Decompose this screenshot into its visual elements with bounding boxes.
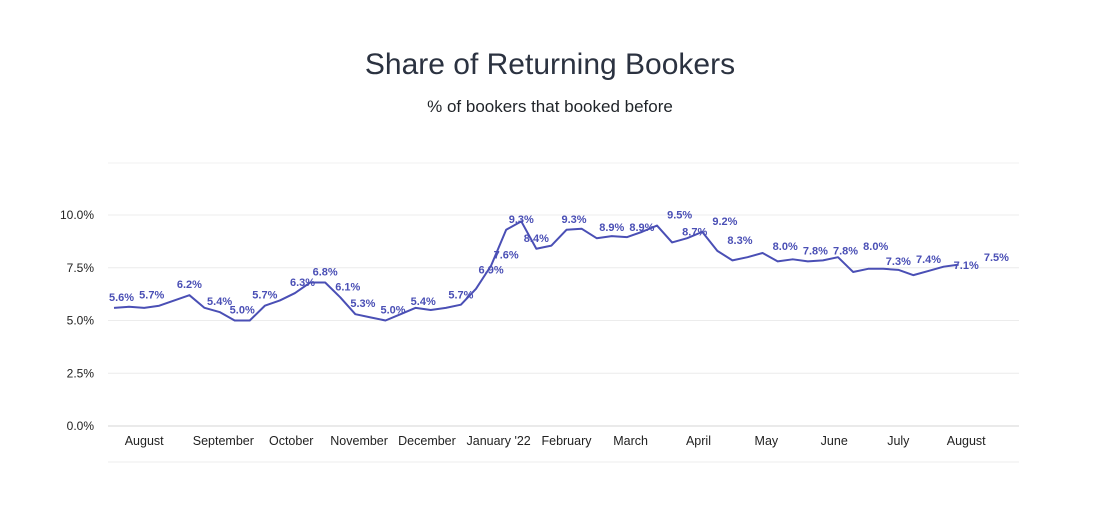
data-label: 7.3% bbox=[886, 256, 911, 268]
y-tick-label: 2.5% bbox=[67, 366, 95, 380]
chart-title: Share of Returning Bookers bbox=[364, 48, 736, 81]
data-label: 7.8% bbox=[803, 245, 828, 257]
x-tick-label: May bbox=[755, 434, 779, 448]
data-label: 5.3% bbox=[350, 298, 375, 310]
data-label: 5.7% bbox=[139, 290, 164, 302]
data-label: 8.3% bbox=[727, 235, 752, 247]
y-tick-label: 10.0% bbox=[60, 208, 94, 222]
y-axis: 0.0% 2.5% 5.0% 7.5% 10.0% bbox=[60, 208, 94, 433]
data-label: 5.6% bbox=[109, 292, 134, 304]
x-tick-label: October bbox=[269, 434, 313, 448]
y-tick-label: 5.0% bbox=[67, 314, 95, 328]
x-tick-label: July bbox=[887, 434, 910, 448]
x-tick-label: January '22 bbox=[467, 434, 531, 448]
data-label: 8.0% bbox=[863, 241, 888, 253]
x-tick-label: August bbox=[947, 434, 986, 448]
x-tick-label: March bbox=[613, 434, 648, 448]
x-tick-label: December bbox=[398, 434, 456, 448]
data-label: 6.8% bbox=[313, 267, 338, 279]
x-tick-label: April bbox=[686, 434, 711, 448]
data-label: 7.1% bbox=[954, 260, 979, 272]
data-label: 9.3% bbox=[509, 214, 534, 226]
x-tick-label: June bbox=[821, 434, 848, 448]
data-labels: 5.6% 5.7%6.2%5.4%5.0%5.7%6.3%6.8%6.1%5.3%… bbox=[109, 210, 1009, 317]
series-group bbox=[113, 220, 959, 322]
data-label: 8.4% bbox=[524, 233, 549, 245]
x-axis: August September October November December Ja… bbox=[125, 434, 986, 448]
grid-lines bbox=[108, 162, 1019, 463]
data-label: 6.9% bbox=[479, 264, 504, 276]
data-label: 5.7% bbox=[252, 290, 277, 302]
data-label: 5.0% bbox=[381, 305, 406, 317]
data-label: 9.5% bbox=[667, 210, 692, 222]
data-label: 5.0% bbox=[230, 305, 255, 317]
data-label: 8.9% bbox=[629, 222, 654, 234]
chart-subtitle: % of bookers that booked before bbox=[427, 97, 673, 116]
data-label: 6.2% bbox=[177, 279, 202, 291]
data-label: 8.9% bbox=[599, 222, 624, 234]
data-label: 9.2% bbox=[712, 216, 737, 228]
x-tick-label: February bbox=[541, 434, 592, 448]
x-tick-label: November bbox=[330, 434, 388, 448]
data-label: 6.1% bbox=[335, 281, 360, 293]
data-label: 6.3% bbox=[290, 277, 315, 289]
data-label: 7.8% bbox=[833, 245, 858, 257]
data-label: 9.3% bbox=[562, 214, 587, 226]
data-label: 5.4% bbox=[207, 296, 232, 308]
data-label: 8.7% bbox=[682, 226, 707, 238]
y-tick-label: 0.0% bbox=[67, 419, 95, 433]
x-tick-label: September bbox=[193, 434, 254, 448]
data-label: 7.6% bbox=[494, 250, 519, 262]
data-label: 5.4% bbox=[411, 296, 436, 308]
y-tick-label: 7.5% bbox=[67, 261, 95, 275]
data-label: 7.4% bbox=[916, 254, 941, 266]
x-tick-label: August bbox=[125, 434, 164, 448]
data-label: 7.5% bbox=[984, 252, 1009, 264]
data-label: 5.7% bbox=[448, 290, 473, 302]
data-label: 8.0% bbox=[773, 241, 798, 253]
